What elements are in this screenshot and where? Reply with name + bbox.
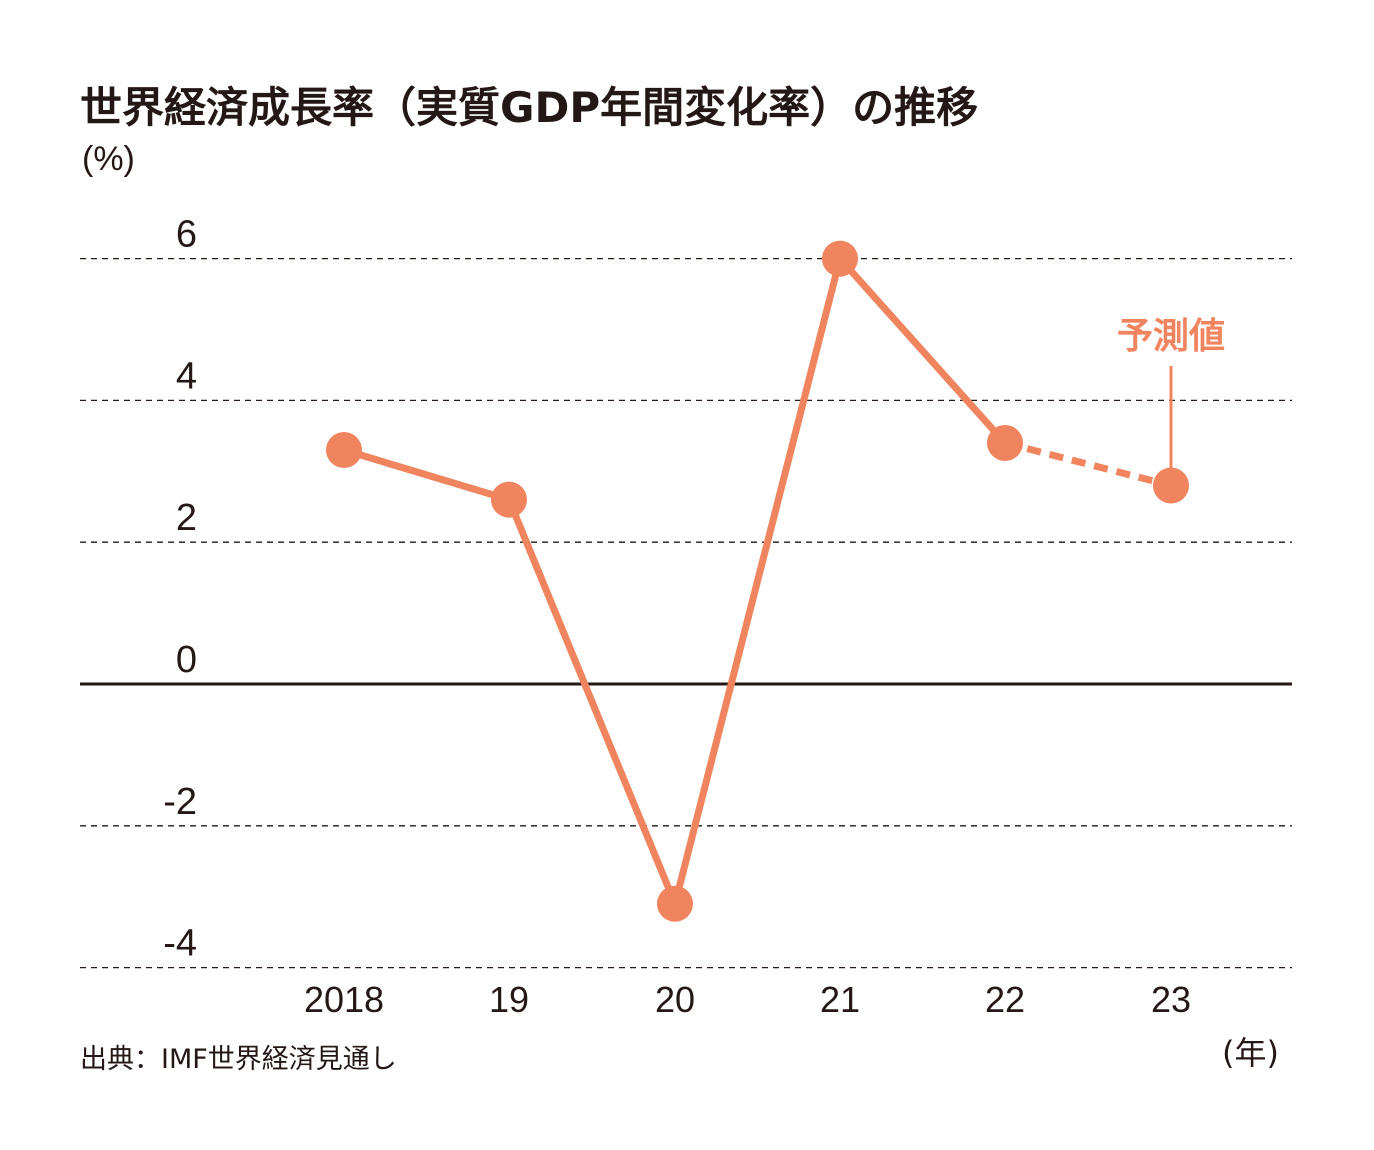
data-point [1153, 467, 1189, 504]
y-tick-label: -4 [163, 923, 197, 965]
forecast-label: 予測値 [1117, 315, 1225, 356]
x-tick-label: 19 [489, 979, 529, 1020]
y-tick-label: 4 [176, 355, 197, 397]
source-note: 出典：IMF世界経済見通し [80, 1044, 397, 1075]
data-point [326, 432, 362, 469]
y-unit-label: (%) [82, 140, 135, 178]
line-segment [342, 446, 511, 504]
x-unit-label: (年) [1222, 1034, 1279, 1072]
line-segment [505, 498, 679, 906]
x-tick-label: 22 [985, 979, 1025, 1020]
line-segment [671, 257, 844, 905]
chart-title: 世界経済成長率（実質GDP年間変化率）の推移 [80, 83, 979, 132]
x-tick-label: 20 [655, 979, 695, 1020]
x-tick-label: 21 [820, 979, 860, 1020]
x-tick-label: 2018 [304, 979, 384, 1020]
line-segment [837, 256, 1008, 446]
y-tick-label: 0 [176, 639, 197, 681]
data-point [822, 240, 858, 277]
data-point [987, 424, 1023, 461]
data-point [491, 481, 527, 518]
y-tick-label: -2 [163, 781, 197, 823]
x-tick-label: 23 [1151, 979, 1191, 1020]
forecast-line-segment [1004, 439, 1172, 489]
y-tick-label: 2 [176, 497, 197, 539]
y-tick-label: 6 [176, 214, 197, 256]
data-point [657, 885, 693, 922]
